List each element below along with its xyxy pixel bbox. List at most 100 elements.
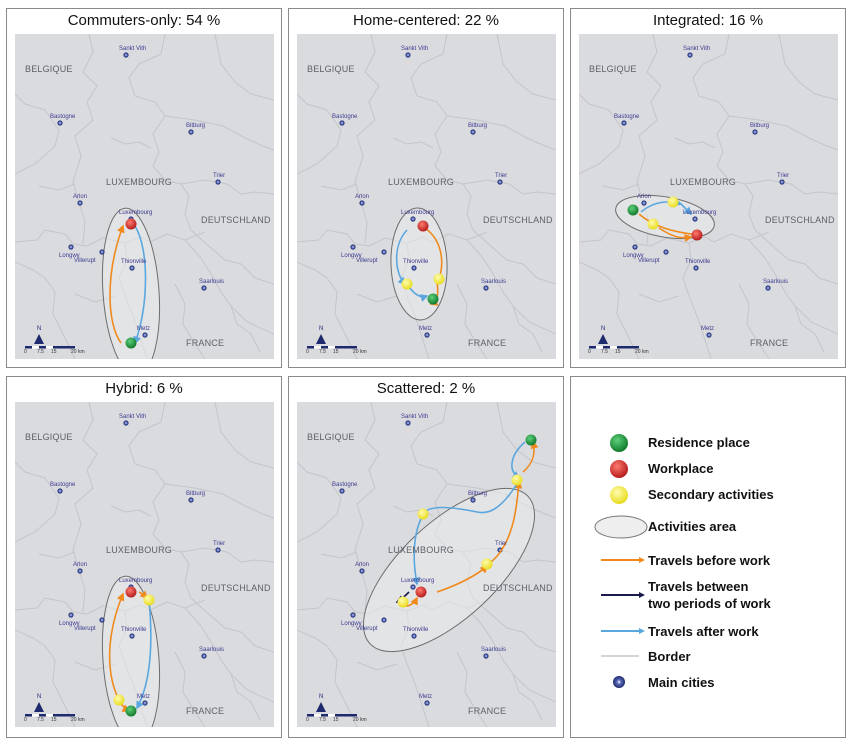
travel-before — [638, 213, 701, 239]
border-line — [184, 239, 274, 335]
travel-after — [511, 441, 526, 479]
city-dot — [201, 653, 207, 659]
secondary-marker — [647, 218, 659, 230]
panel-home-centered: Home-centered: 22 % BELGIQUE LUXEMBOURG DE… — [288, 8, 564, 368]
country-label-luxembourg: LUXEMBOURG — [388, 545, 455, 555]
city-dot — [483, 653, 489, 659]
border-line — [466, 607, 556, 703]
scale-tick-label: 15 — [333, 349, 339, 355]
panel-title: Commuters-only: 54 % — [67, 12, 221, 29]
travel-before — [108, 592, 125, 701]
legend-secondary: Secondary activities — [648, 487, 774, 502]
border-line — [602, 183, 640, 191]
residence-marker — [525, 434, 537, 446]
city-label-metz: Metz — [137, 694, 151, 700]
border-line — [180, 547, 274, 563]
city-label-sankt-vith: Sankt Vith — [119, 46, 147, 52]
city-dot — [410, 584, 416, 590]
border-line — [738, 283, 770, 359]
country-label-france: FRANCE — [186, 338, 225, 348]
city-dot — [77, 200, 83, 206]
border-line — [512, 673, 543, 721]
country-label-france: FRANCE — [468, 706, 507, 716]
border-line — [674, 137, 716, 149]
border-line — [354, 34, 380, 245]
border-line — [320, 551, 358, 559]
scale-tick-label: 7.5 — [37, 349, 44, 355]
country-label-deutschland: DEUTSCHLAND — [483, 583, 553, 593]
border-line — [38, 183, 76, 191]
border-line — [128, 34, 192, 231]
country-label-deutschland: DEUTSCHLAND — [765, 215, 835, 225]
secondary-marker — [113, 694, 125, 706]
border-line — [174, 283, 206, 359]
scale-tick-label: 20 — [71, 717, 77, 723]
border-line — [638, 293, 680, 303]
panel-title: Home-centered: 22 % — [353, 12, 499, 29]
residence-symbol — [610, 434, 628, 452]
map-svg — [15, 402, 274, 727]
scale-bar — [307, 702, 357, 717]
country-label-deutschland: DEUTSCHLAND — [201, 215, 271, 225]
border-line — [15, 129, 60, 175]
city-label-sankt-vith: Sankt Vith — [401, 46, 429, 52]
border-line — [174, 651, 206, 727]
activities-area — [615, 194, 715, 240]
city-dot — [470, 497, 476, 503]
city-dot — [497, 179, 503, 185]
city-label-metz: Metz — [419, 326, 433, 332]
border-line — [164, 115, 274, 151]
city-dot — [752, 129, 758, 135]
city-label-villerupt: Villerupt — [356, 258, 378, 264]
border-line — [214, 402, 274, 469]
country-label-belgique: BELGIQUE — [307, 432, 355, 442]
city-label-longwy: Longwy — [341, 621, 362, 627]
city-label-sankt-vith: Sankt Vith — [119, 414, 147, 420]
scale-unit: km — [78, 349, 85, 355]
scale-tick-label: 0 — [24, 717, 27, 723]
secondary-symbol — [610, 486, 628, 504]
city-label-metz: Metz — [137, 326, 151, 332]
border-line — [15, 629, 76, 727]
map-svg — [297, 34, 556, 359]
border-line — [128, 402, 192, 599]
scale-tick-label: 7.5 — [37, 717, 44, 723]
city-dot — [68, 244, 74, 250]
border-line — [496, 402, 556, 469]
city-label-arlon: Arlon — [73, 194, 88, 200]
city-label-bastogne: Bastogne — [332, 482, 358, 488]
scale-tick-label: 0 — [24, 349, 27, 355]
map-svg — [15, 34, 274, 359]
border-line — [110, 505, 152, 517]
country-label-luxembourg: LUXEMBOURG — [106, 177, 173, 187]
residence-marker — [125, 705, 137, 717]
north-label: N — [37, 694, 42, 700]
country-label-france: FRANCE — [468, 338, 507, 348]
city-dot — [142, 700, 148, 706]
country-label-luxembourg: LUXEMBOURG — [388, 177, 455, 187]
city-dot — [692, 216, 698, 222]
city-dot — [663, 249, 669, 255]
city-label-saarlouis: Saarlouis — [199, 279, 225, 285]
city-label-thionville: Thionville — [121, 627, 147, 633]
city-label-metz: Metz — [701, 326, 715, 332]
city-label-villerupt: Villerupt — [74, 626, 96, 632]
workplace-marker — [417, 220, 429, 232]
city-label-sankt-vith: Sankt Vith — [683, 46, 711, 52]
residence-marker — [125, 337, 137, 349]
border-line — [230, 673, 261, 721]
scale-unit: km — [78, 717, 85, 723]
city-label-thionville: Thionville — [403, 627, 429, 633]
city-label-luxembourg: Luxembourg — [401, 578, 435, 584]
border-line — [190, 597, 274, 653]
city-dot — [188, 129, 194, 135]
border-line — [15, 461, 60, 499]
city-dot — [621, 120, 627, 126]
secondary-marker — [397, 596, 409, 608]
city-dot — [123, 420, 129, 426]
border-line — [297, 461, 342, 499]
border-line — [472, 229, 556, 285]
country-label-luxembourg: LUXEMBOURG — [106, 545, 173, 555]
scale-unit: km — [360, 349, 367, 355]
scale-unit: km — [360, 717, 367, 723]
